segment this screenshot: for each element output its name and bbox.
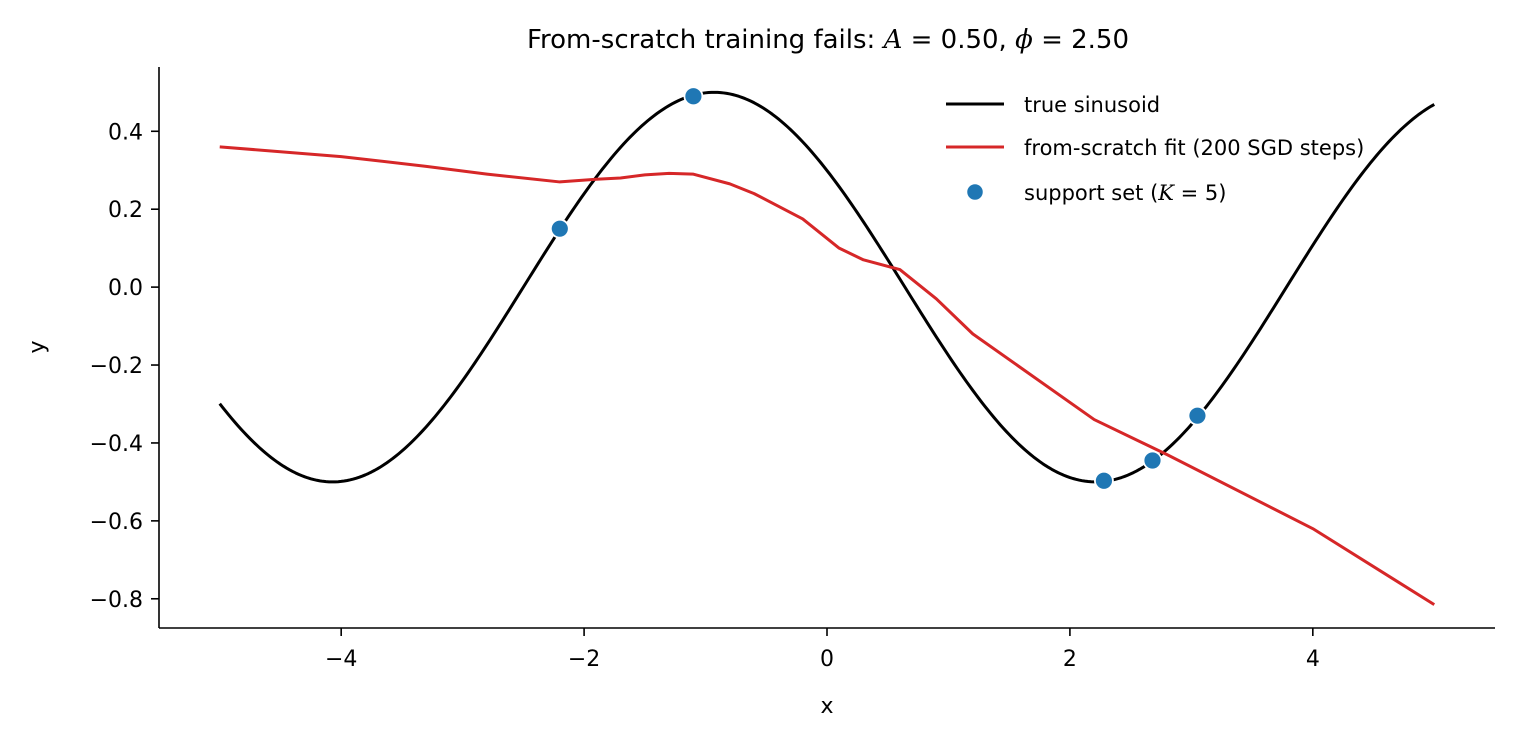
- x-tick-label: 2: [1063, 647, 1077, 672]
- x-tick-label: 0: [820, 647, 834, 672]
- y-tick-label: 0.2: [108, 198, 143, 223]
- x-ticks: −4 −2 0 2 4: [325, 628, 1320, 672]
- y-tick-label: 0.4: [108, 120, 143, 145]
- plot-area: [218, 86, 1436, 606]
- chart-title-amplitude-symbol: A: [882, 25, 903, 55]
- legend-swatch-support-set: [965, 182, 985, 202]
- true-sinusoid-line: [218, 90, 1436, 484]
- support-point: [1142, 450, 1163, 471]
- support-points: [549, 86, 1208, 491]
- y-tick-label: −0.4: [90, 432, 143, 457]
- y-ticks: −0.8 −0.6 −0.4 −0.2 0.0 0.2 0.4: [90, 120, 159, 613]
- x-tick-label: −2: [568, 647, 600, 672]
- chart-title: From-scratch training fails: A = 0.50, ϕ…: [527, 25, 1129, 55]
- from-scratch-fit-line: [219, 145, 1436, 606]
- series-lines: [218, 90, 1436, 606]
- chart-title-prefix: From-scratch training fails:: [527, 25, 884, 55]
- y-tick-label: 0.0: [108, 276, 143, 301]
- chart-title-amplitude-value: = 0.50,: [902, 25, 1015, 55]
- legend: true sinusoid from-scratch fit (200 SGD …: [946, 93, 1364, 205]
- support-point: [1094, 470, 1114, 491]
- support-point: [549, 218, 570, 239]
- x-tick-label: −4: [325, 647, 357, 672]
- legend-label-support-set: support set (K = 5): [1024, 181, 1226, 205]
- legend-label-support-set-k: K: [1157, 181, 1175, 205]
- x-tick-label: 4: [1306, 647, 1320, 672]
- chart-title-phase-symbol: ϕ: [1015, 25, 1033, 55]
- legend-label-support-set-prefix: support set (: [1024, 181, 1158, 205]
- y-tick-label: −0.6: [90, 510, 143, 535]
- legend-label-support-set-suffix: = 5): [1174, 181, 1227, 205]
- x-axis-label: x: [820, 694, 833, 719]
- y-axis-label: y: [25, 340, 50, 353]
- chart-title-phase-value: = 2.50: [1033, 25, 1129, 55]
- y-tick-label: −0.2: [90, 354, 143, 379]
- legend-label-true-sinusoid: true sinusoid: [1024, 93, 1160, 117]
- support-point: [1187, 405, 1208, 426]
- y-tick-label: −0.8: [90, 588, 143, 613]
- legend-label-from-scratch-fit: from-scratch fit (200 SGD steps): [1024, 136, 1364, 160]
- support-point: [683, 86, 704, 107]
